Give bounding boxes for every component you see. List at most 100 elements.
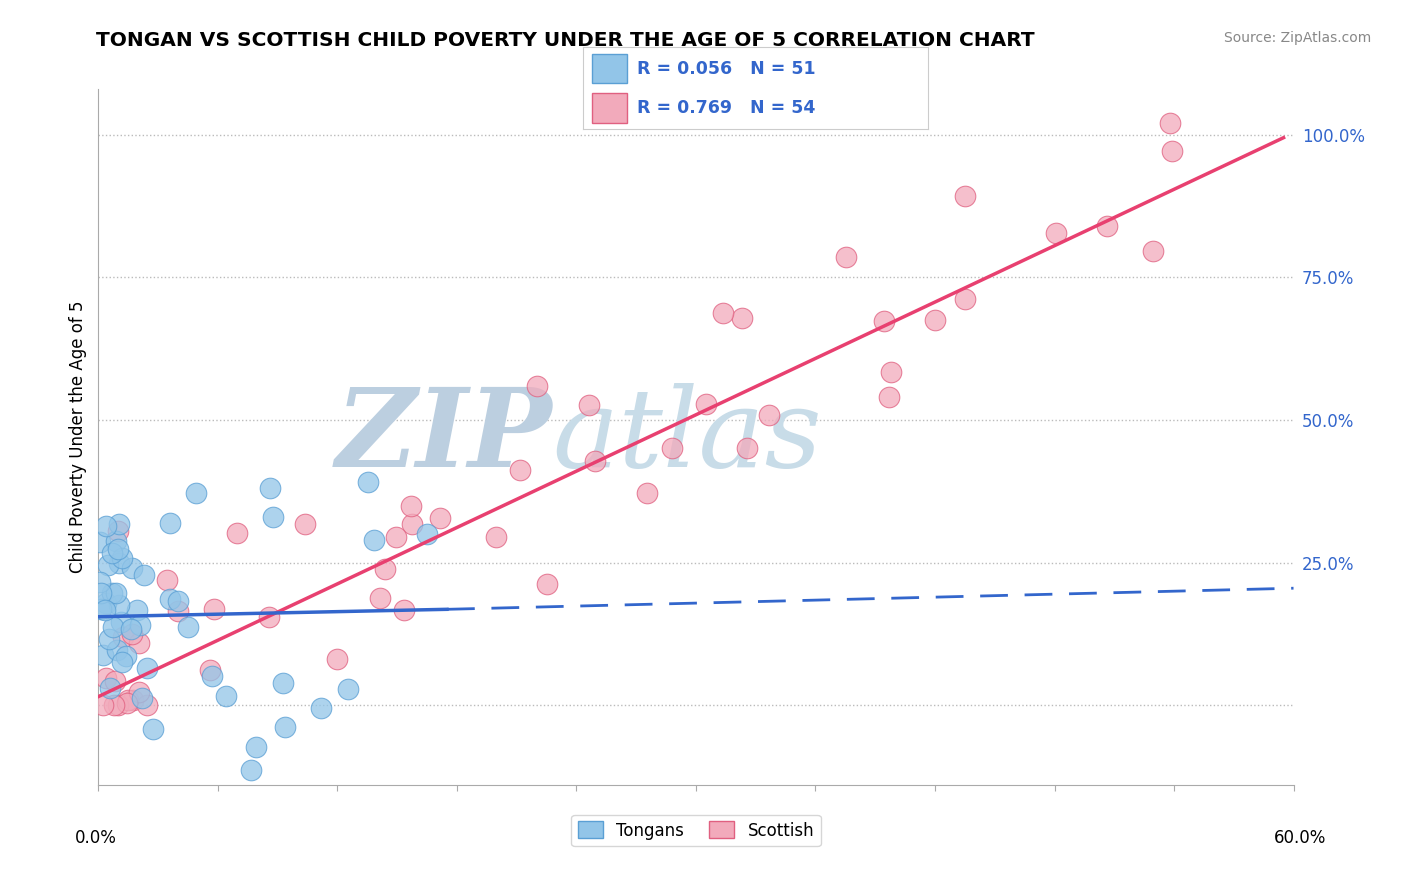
Point bbox=[91, 648, 114, 662]
Point bbox=[201, 669, 224, 683]
Point bbox=[131, 691, 153, 706]
Point bbox=[121, 627, 143, 641]
Text: TONGAN VS SCOTTISH CHILD POVERTY UNDER THE AGE OF 5 CORRELATION CHART: TONGAN VS SCOTTISH CHILD POVERTY UNDER T… bbox=[96, 31, 1035, 50]
Point bbox=[877, 390, 900, 404]
Point bbox=[873, 314, 896, 328]
Point bbox=[108, 516, 131, 531]
Bar bbox=[592, 94, 627, 123]
Point bbox=[120, 622, 142, 636]
Point bbox=[225, 526, 247, 541]
Point bbox=[128, 636, 150, 650]
Point bbox=[159, 592, 181, 607]
Point bbox=[89, 574, 111, 589]
Point bbox=[735, 441, 758, 455]
Point bbox=[273, 721, 295, 735]
Point bbox=[91, 698, 114, 712]
Point bbox=[1045, 226, 1067, 240]
Point bbox=[259, 610, 281, 624]
Point bbox=[416, 526, 439, 541]
Point bbox=[309, 701, 332, 715]
Point bbox=[399, 500, 422, 514]
Point bbox=[117, 696, 139, 710]
Legend: Tongans, Scottish: Tongans, Scottish bbox=[571, 814, 821, 847]
Point bbox=[578, 398, 600, 412]
Point bbox=[368, 591, 391, 605]
Point bbox=[202, 602, 225, 616]
Point bbox=[98, 681, 121, 695]
Point bbox=[105, 534, 128, 549]
Point bbox=[336, 681, 359, 696]
Point bbox=[107, 598, 129, 612]
Point bbox=[111, 551, 134, 566]
Point bbox=[374, 561, 396, 575]
Point bbox=[835, 250, 858, 264]
Point bbox=[239, 763, 262, 777]
Point bbox=[156, 573, 179, 587]
Point bbox=[262, 510, 284, 524]
Bar bbox=[592, 54, 627, 83]
Text: 0.0%: 0.0% bbox=[75, 829, 117, 847]
Point bbox=[101, 546, 124, 560]
Point bbox=[509, 463, 531, 477]
Point bbox=[136, 698, 159, 712]
Point bbox=[159, 516, 181, 530]
Point bbox=[115, 648, 138, 663]
Point bbox=[142, 722, 165, 736]
Text: 60.0%: 60.0% bbox=[1274, 829, 1327, 847]
Point bbox=[695, 397, 717, 411]
Point bbox=[401, 516, 423, 531]
Point bbox=[132, 568, 155, 582]
Point bbox=[1161, 144, 1184, 158]
Point bbox=[97, 558, 120, 573]
Point bbox=[245, 739, 267, 754]
Point bbox=[122, 692, 145, 706]
Point bbox=[294, 517, 316, 532]
Point bbox=[953, 188, 976, 202]
Point bbox=[108, 557, 131, 571]
Point bbox=[94, 671, 117, 685]
Point bbox=[392, 603, 415, 617]
Point bbox=[1142, 244, 1164, 259]
Point bbox=[101, 620, 124, 634]
Point bbox=[731, 311, 754, 326]
Point bbox=[880, 365, 903, 379]
Point bbox=[128, 685, 150, 699]
Point bbox=[711, 306, 734, 320]
Point bbox=[121, 560, 143, 574]
Point bbox=[526, 379, 548, 393]
Text: R = 0.769   N = 54: R = 0.769 N = 54 bbox=[637, 99, 815, 117]
Point bbox=[259, 481, 281, 495]
Point bbox=[184, 486, 207, 500]
Point bbox=[110, 655, 132, 669]
Text: atlas: atlas bbox=[553, 384, 823, 491]
Point bbox=[104, 586, 127, 600]
Point bbox=[215, 689, 238, 703]
Text: Source: ZipAtlas.com: Source: ZipAtlas.com bbox=[1223, 31, 1371, 45]
Point bbox=[117, 693, 139, 707]
Point bbox=[356, 475, 378, 489]
Point bbox=[90, 601, 112, 615]
Point bbox=[1095, 219, 1118, 233]
Point bbox=[661, 442, 683, 456]
Point bbox=[166, 604, 188, 618]
Point bbox=[90, 586, 112, 600]
Point bbox=[107, 698, 129, 712]
Point bbox=[105, 643, 128, 657]
Text: ZIP: ZIP bbox=[336, 384, 553, 491]
Point bbox=[112, 630, 135, 644]
Y-axis label: Child Poverty Under the Age of 5: Child Poverty Under the Age of 5 bbox=[69, 301, 87, 574]
Point bbox=[636, 485, 658, 500]
Point bbox=[89, 535, 111, 549]
Point bbox=[110, 615, 132, 629]
Point bbox=[924, 313, 946, 327]
Point bbox=[583, 454, 606, 468]
Text: R = 0.056   N = 51: R = 0.056 N = 51 bbox=[637, 60, 815, 78]
Point bbox=[177, 620, 200, 634]
Point bbox=[1159, 116, 1181, 130]
Point bbox=[125, 603, 148, 617]
Point bbox=[198, 663, 221, 677]
Point bbox=[94, 603, 117, 617]
Point bbox=[97, 632, 120, 646]
Point bbox=[96, 596, 118, 610]
Point bbox=[107, 542, 129, 557]
